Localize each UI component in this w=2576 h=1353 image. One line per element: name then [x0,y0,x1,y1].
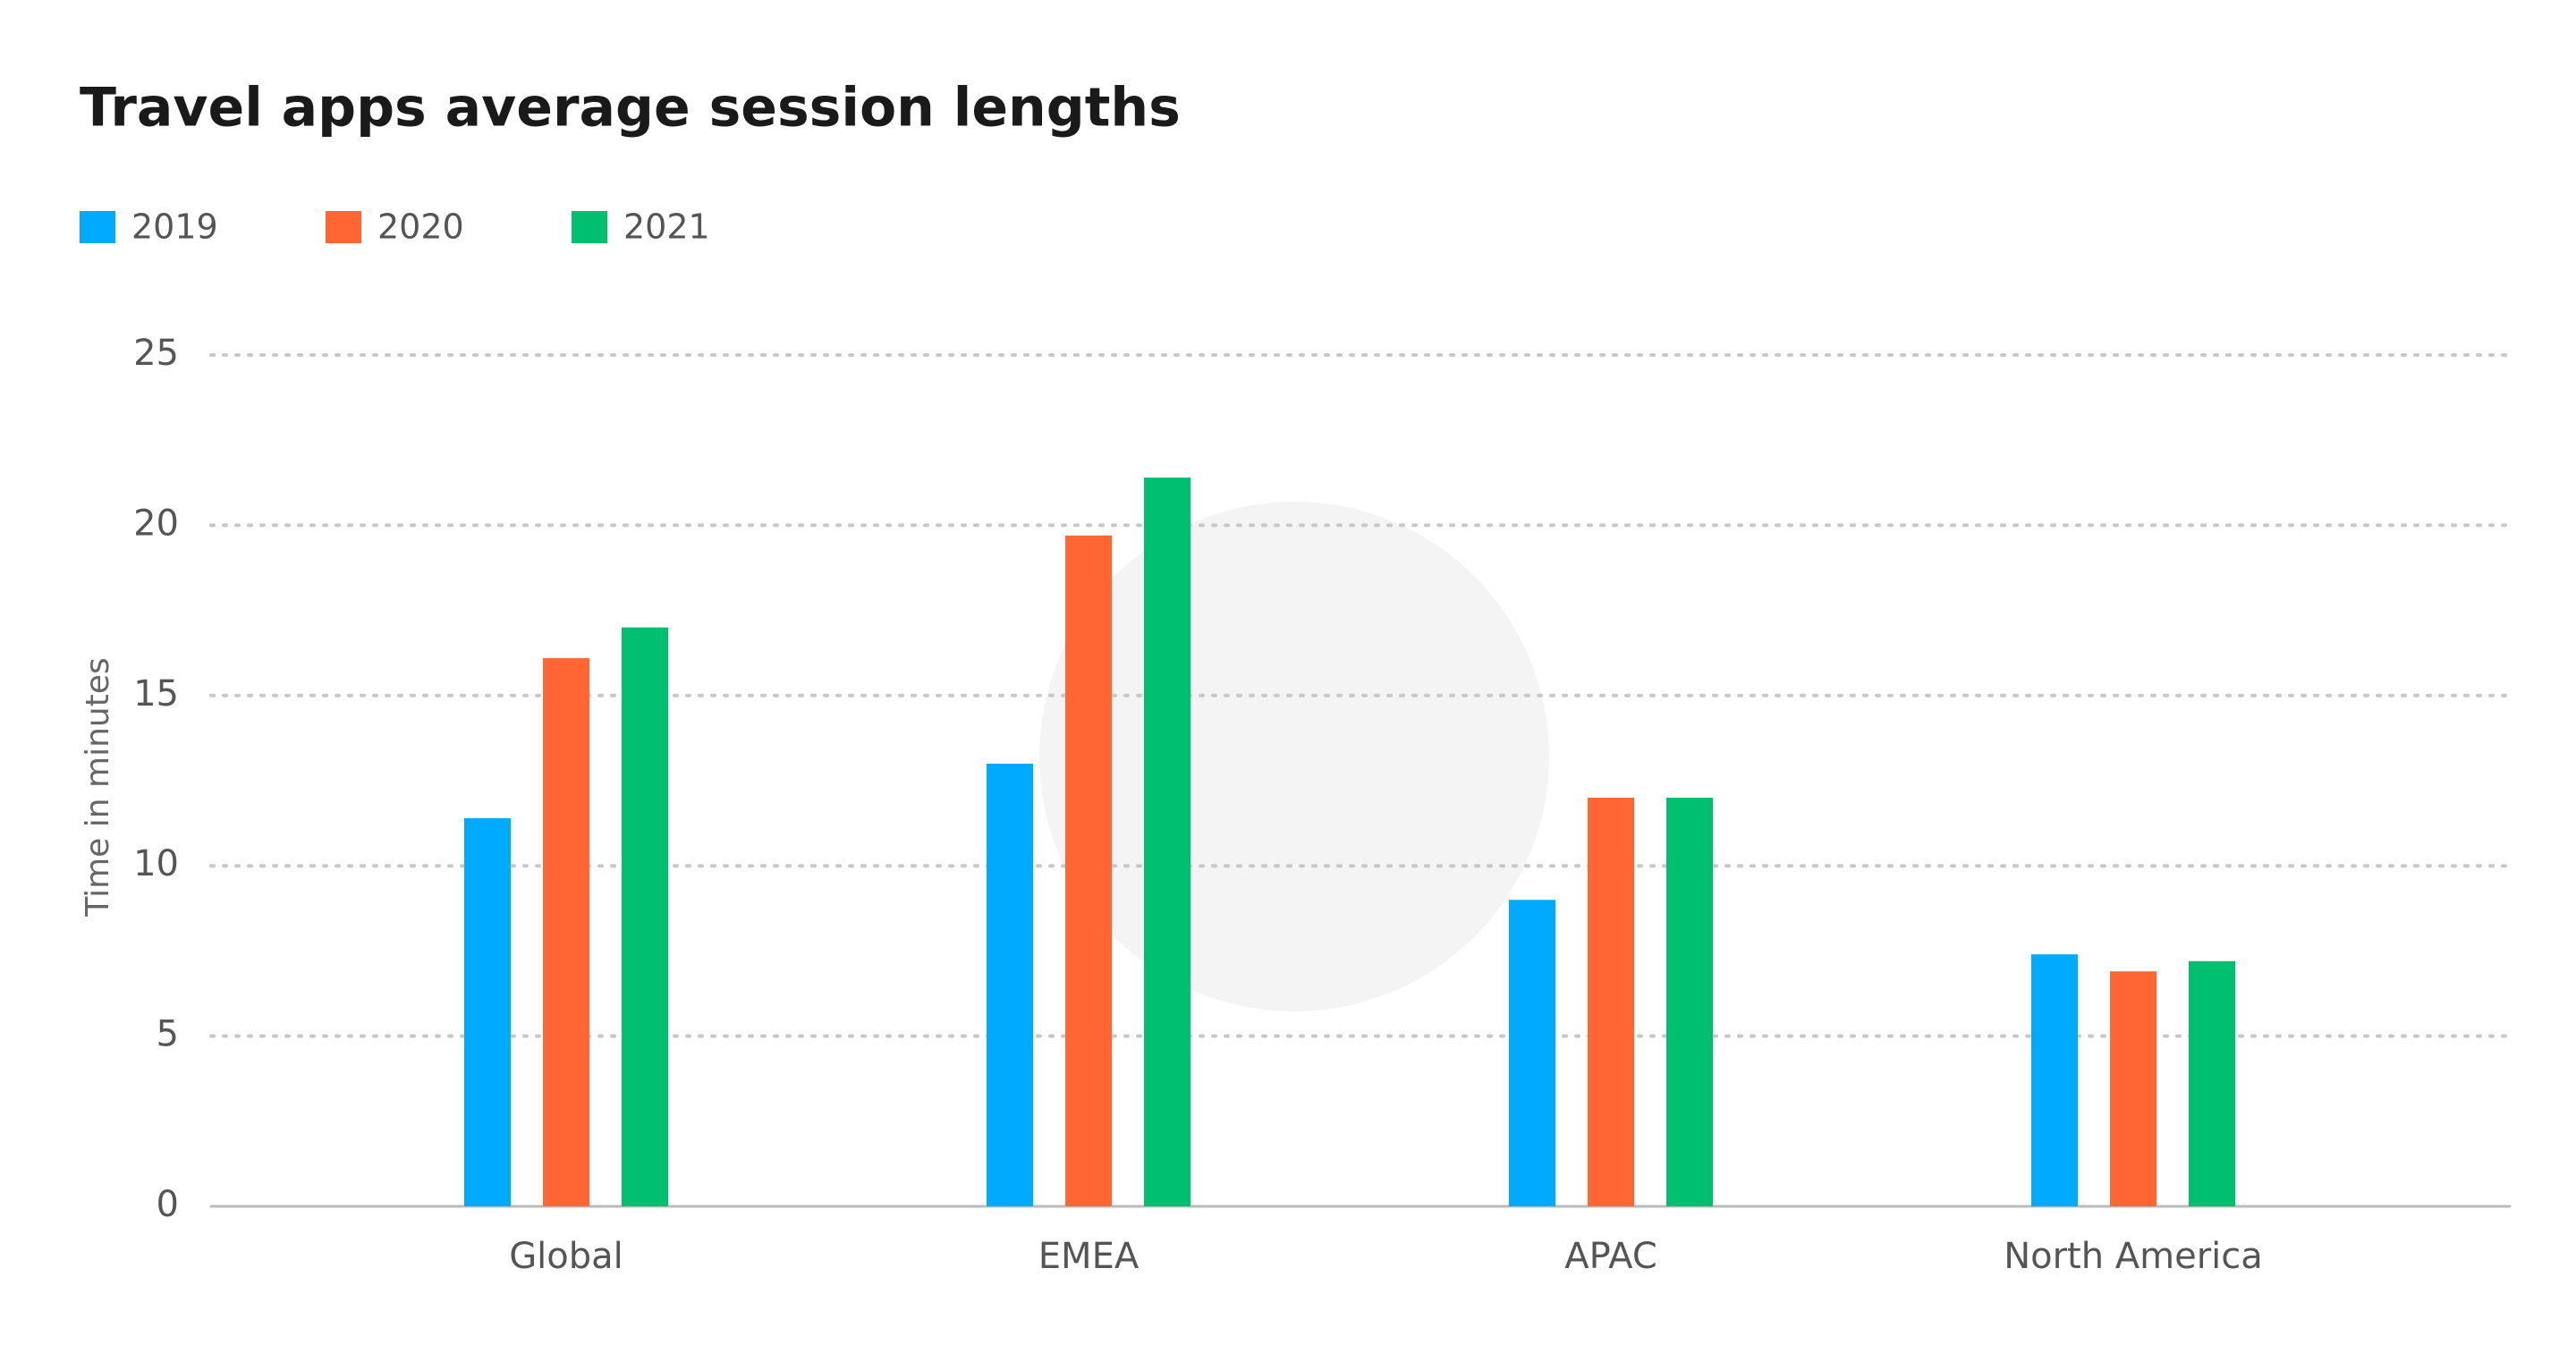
bar [2110,971,2157,1206]
legend-label: 2021 [623,207,710,247]
bar [464,817,511,1206]
bar [1588,798,1634,1206]
chart-title: Travel apps average session lengths [80,77,1181,140]
x-tick-label: APAC [1564,1236,1657,1277]
x-tick-label: EMEA [1038,1236,1140,1277]
bar [2031,954,2078,1206]
y-axis-label: Time in minutes [80,657,116,918]
bar [987,763,1033,1206]
bar [622,627,668,1206]
legend-label: 2020 [377,207,464,247]
legend-swatch [572,211,607,243]
bar [1509,900,1555,1206]
bar [2189,960,2235,1206]
y-tick-label: 10 [133,843,179,884]
x-tick-label: Global [509,1236,623,1277]
x-tick-label: North America [2004,1236,2263,1277]
y-tick-label: 20 [133,503,179,544]
bar [1666,798,1713,1206]
bar [1144,478,1191,1206]
bar [1065,535,1112,1206]
y-tick-label: 0 [157,1184,179,1225]
legend-swatch [80,211,115,243]
watermark [1039,502,1549,1011]
y-tick-label: 15 [133,673,179,715]
y-tick-label: 25 [133,333,179,374]
bar [543,657,589,1206]
legend-swatch [326,211,361,243]
y-tick-label: 5 [157,1014,179,1055]
legend-label: 2019 [131,207,218,247]
